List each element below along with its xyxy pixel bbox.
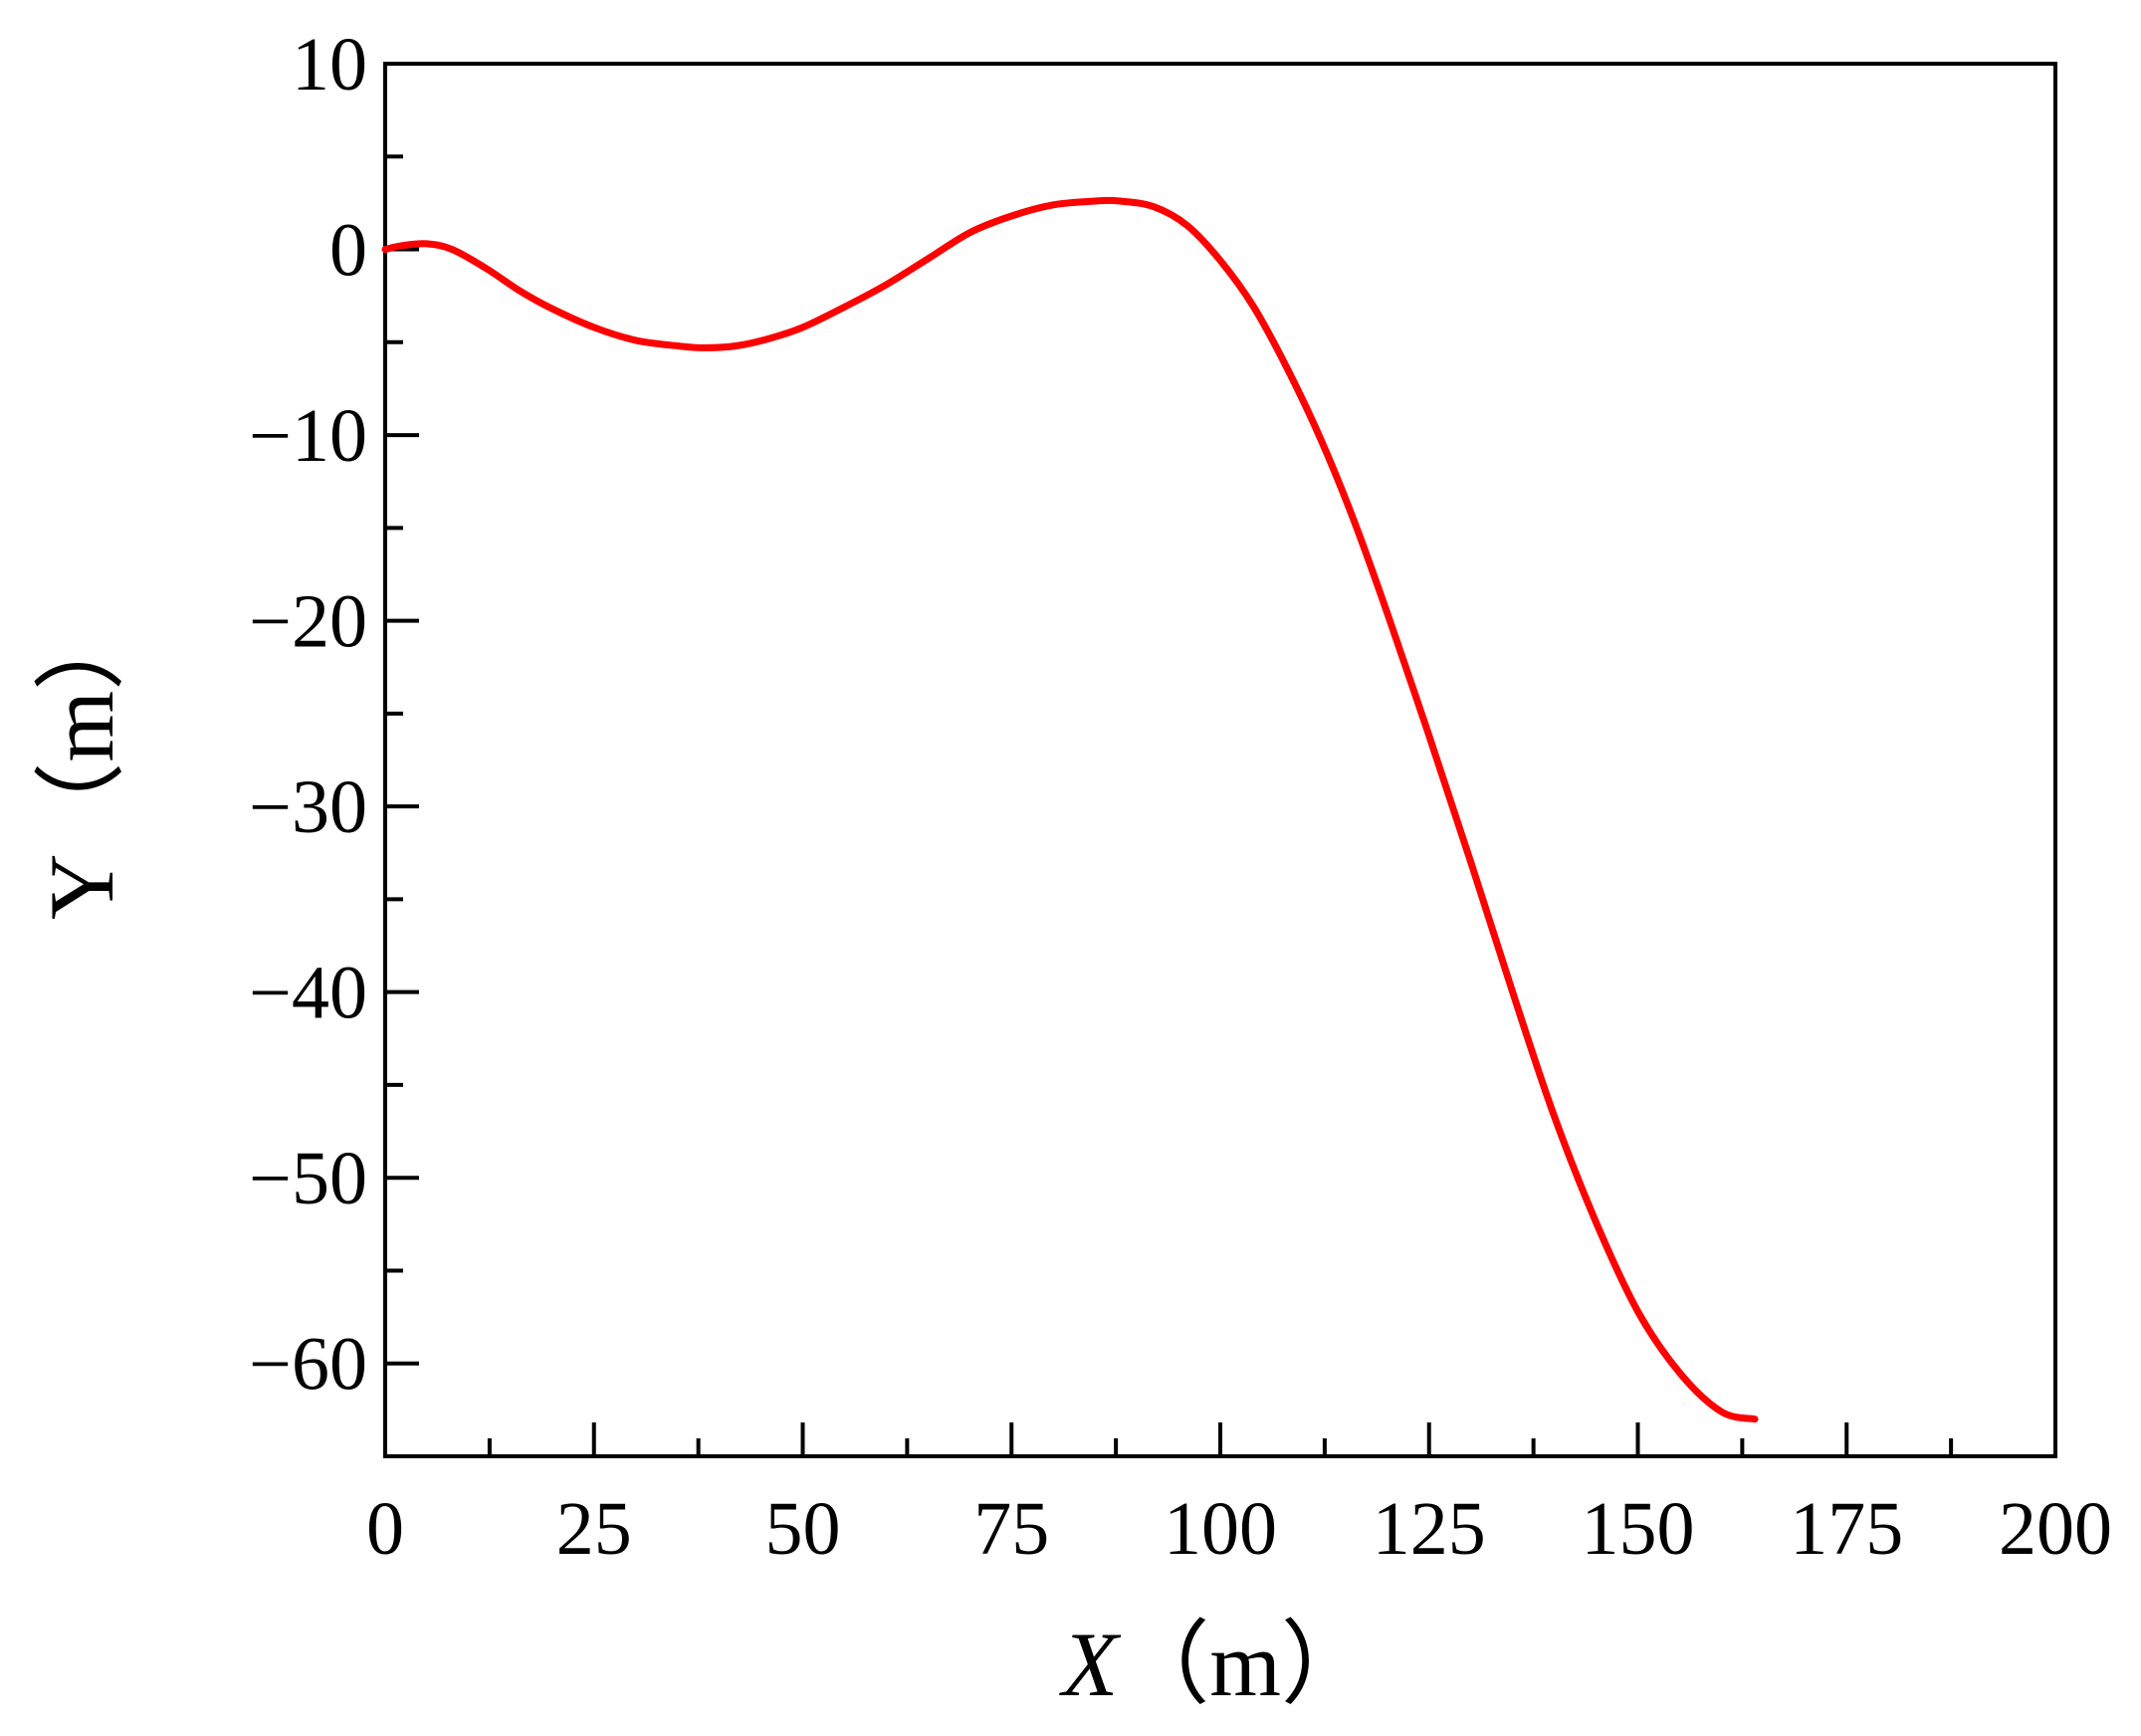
y-axis-tick-labels: 10 0 −10 −20 −30 −40 −50 −60	[249, 23, 367, 1407]
x-tick-label: 150	[1582, 1487, 1695, 1571]
x-axis-ticks	[383, 1422, 2057, 1456]
y-tick-label: −60	[249, 1323, 367, 1407]
x-tick-label: 125	[1373, 1487, 1486, 1571]
y-tick-label: −50	[249, 1137, 367, 1220]
x-tick-label: 0	[366, 1487, 404, 1571]
x-axis-tick-labels: 0 25 50 75 100 125 150 175 200	[366, 1487, 2112, 1571]
y-tick-label: −40	[249, 952, 367, 1035]
y-tick-label: −30	[249, 765, 367, 849]
x-tick-label: 25	[556, 1487, 632, 1571]
x-axis-unit: （m）	[1118, 1614, 1373, 1715]
series-line-0	[381, 196, 1759, 1423]
x-tick-label: 50	[765, 1487, 841, 1571]
x-axis-title: X（m）	[1058, 1614, 1373, 1715]
y-tick-label: 0	[329, 209, 367, 293]
y-axis-title: Y（m）	[31, 599, 132, 920]
x-tick-label: 100	[1164, 1487, 1277, 1571]
series-layer	[381, 196, 1759, 1423]
y-tick-label: −20	[249, 580, 367, 664]
x-tick-label: 75	[973, 1487, 1049, 1571]
plot-frame	[383, 62, 2057, 1458]
x-axis-variable: X	[1058, 1614, 1122, 1715]
x-tick-label: 175	[1790, 1487, 1903, 1571]
y-axis-ticks	[385, 62, 419, 1366]
x-tick-label: 200	[1999, 1487, 2112, 1571]
y-tick-label: 10	[292, 23, 367, 107]
y-tick-label: −10	[249, 394, 367, 478]
